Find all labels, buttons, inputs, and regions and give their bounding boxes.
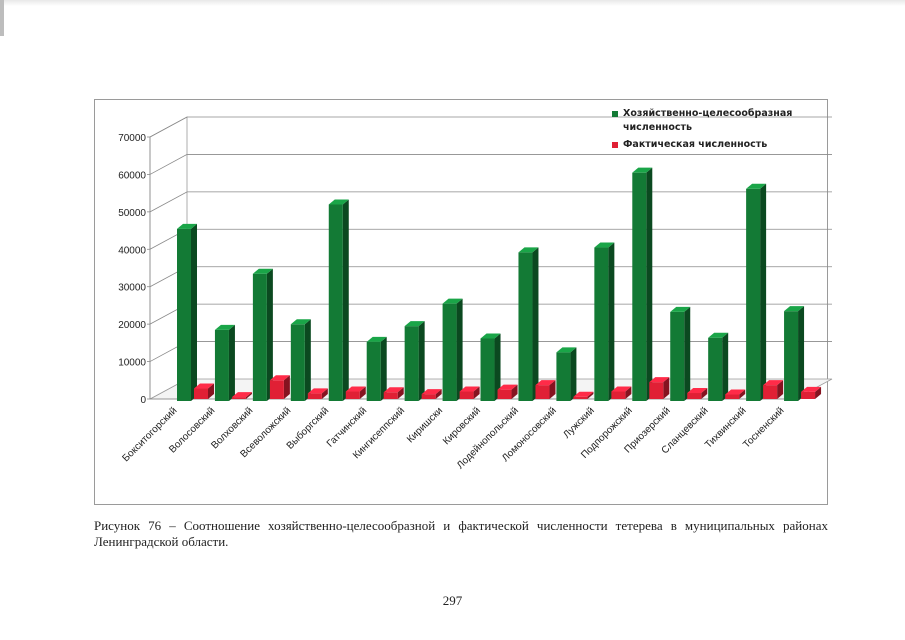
bar-actual — [345, 386, 366, 399]
bar-actual — [231, 392, 252, 399]
y-tick-label: 0 — [140, 395, 146, 406]
bar-target — [518, 247, 539, 401]
bar-target — [480, 333, 501, 401]
bar-target — [556, 347, 577, 401]
bar-target — [708, 332, 729, 401]
legend-label-actual: Фактическая численность — [623, 139, 768, 150]
bar-target — [746, 183, 767, 401]
y-tick-label: 50000 — [118, 208, 146, 219]
bar-target — [252, 268, 273, 401]
y-tick-label: 20000 — [118, 320, 146, 331]
bar-target — [328, 199, 349, 401]
legend-item-target: Хозяйственно-целесообразная численность — [612, 107, 812, 135]
page-number: 297 — [442, 593, 463, 608]
bar-actual — [307, 388, 328, 399]
legend-item-actual: Фактическая численность — [612, 138, 812, 152]
x-tick-label: Бокситогорский — [121, 405, 180, 464]
y-tick-label: 60000 — [118, 170, 146, 181]
chart-legend: Хозяйственно-целесообразная численность … — [612, 107, 812, 155]
bar-target — [214, 324, 235, 401]
scan-mark — [0, 0, 4, 36]
bar-target — [784, 306, 805, 401]
bar-actual — [573, 391, 594, 399]
gridline — [149, 303, 832, 325]
bar-target — [404, 321, 425, 401]
bar-target — [594, 242, 615, 401]
bar-actual — [459, 386, 480, 399]
bar-actual — [687, 388, 708, 399]
gridline — [149, 228, 832, 250]
x-tick-label: Лужский — [561, 405, 596, 440]
bar-target — [632, 167, 653, 401]
bar-actual — [725, 389, 746, 399]
bar-actual — [383, 387, 404, 399]
bar-actual — [763, 380, 784, 399]
bar-target — [442, 298, 463, 401]
bar-target — [177, 223, 197, 401]
bar-actual — [535, 380, 556, 399]
bar-target — [290, 319, 311, 401]
bar-actual — [649, 377, 670, 399]
figure-caption: Рисунок 76 – Соотношение хозяйственно-це… — [94, 518, 828, 549]
legend-label-target: Хозяйственно-целесообразная численность — [623, 108, 793, 133]
bar-actual — [194, 383, 214, 399]
scan-edge — [0, 0, 905, 6]
gridline — [149, 116, 832, 138]
gridline — [149, 154, 832, 175]
y-tick-label: 70000 — [118, 133, 146, 144]
legend-swatch-red — [612, 142, 618, 148]
bar-actual — [801, 386, 822, 399]
legend-swatch-green — [612, 111, 618, 117]
y-tick-label: 30000 — [118, 283, 146, 294]
bar-actual — [497, 384, 518, 399]
y-tick-label: 40000 — [118, 245, 146, 256]
gridline — [149, 191, 832, 213]
bar-actual — [421, 389, 442, 399]
bar-actual — [611, 386, 632, 399]
bar-target — [366, 336, 387, 401]
x-tick-label: Киришски — [405, 405, 445, 445]
y-tick-label: 10000 — [118, 358, 146, 369]
bar-actual — [269, 375, 290, 399]
gridline — [149, 266, 832, 288]
bar-target — [670, 306, 691, 401]
x-tick-label: Тосненский — [741, 405, 786, 450]
